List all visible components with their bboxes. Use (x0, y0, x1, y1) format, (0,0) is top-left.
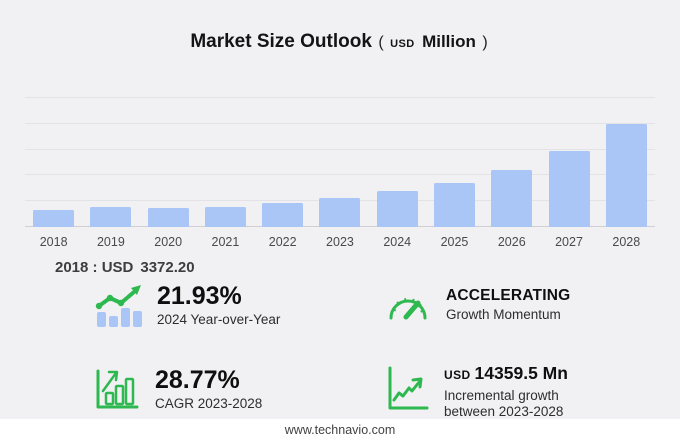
bar-slot (25, 98, 82, 227)
stat-value: 21.93% (157, 282, 242, 310)
stat-number: 14359.5 Mn (474, 363, 568, 384)
x-tick-label-2028: 2028 (612, 235, 641, 249)
bar-2024 (376, 191, 418, 227)
bars (25, 98, 655, 227)
x-tick-label-2021: 2021 (211, 235, 240, 249)
stat-currency: USD (444, 368, 471, 383)
bar-slot (483, 98, 540, 227)
bar-slot (369, 98, 426, 227)
gridline (25, 174, 655, 176)
x-tick-label-2018: 2018 (39, 235, 68, 249)
stat-value: USD 14359.5 Mn (444, 358, 568, 384)
stat-text: ACCELERATING Growth Momentum (446, 286, 571, 323)
bar-2026 (491, 169, 533, 227)
gridline (25, 97, 655, 98)
base-year-annotation: 2018 : USD 3372.20 (55, 259, 195, 276)
stat-label-line1: Incremental growth (444, 387, 559, 403)
x-tick-label-2026: 2026 (497, 235, 526, 249)
stats-grid: 21.93% 2024 Year-over-Year ACCELER (60, 283, 642, 420)
bar-slot (540, 98, 597, 227)
stat-value: 28.77% (155, 365, 240, 394)
bar-2027 (548, 151, 590, 227)
title-open-paren: ( (378, 34, 384, 51)
stat-text: USD 14359.5 Mn Incremental growth between… (444, 358, 568, 420)
x-axis-labels: 2018 2019 2020 2021 2022 2023 2024 2025 2026 2027… (25, 235, 655, 249)
x-tick-label-2025: 2025 (440, 235, 469, 249)
bar-2028 (605, 123, 647, 227)
bar-slot (140, 98, 197, 227)
stat-year-over-year: 21.93% 2024 Year-over-Year (60, 283, 351, 328)
base-year-value: 3372.20 (140, 259, 195, 276)
line-growth-axes-icon (385, 365, 429, 413)
bar-slot (197, 98, 254, 227)
stat-label-line2: between 2023-2028 (444, 403, 564, 419)
footer-url: www.technavio.com (284, 422, 396, 437)
stat-label: 2024 Year-over-Year (157, 312, 281, 328)
stat-incremental-growth: USD 14359.5 Mn Incremental growth between… (351, 358, 642, 420)
speedometer-icon (385, 286, 431, 326)
bar-2019 (90, 206, 132, 227)
gridline (25, 148, 655, 150)
title-main: Market Size Outlook (190, 31, 372, 52)
bar-slot (598, 98, 655, 227)
bar-2018 (33, 209, 75, 227)
stat-cagr: 28.77% CAGR 2023-2028 (60, 358, 351, 420)
gridline (25, 122, 655, 124)
x-tick-label-2019: 2019 (96, 235, 125, 249)
bar-2020 (147, 208, 189, 227)
plot-area (25, 97, 655, 227)
bar-slot (82, 98, 139, 227)
x-tick-label-2024: 2024 (383, 235, 412, 249)
page-title: Market Size Outlook ( USD Million ) (0, 31, 680, 53)
bar-2025 (433, 183, 475, 227)
stat-label: Growth Momentum (446, 307, 561, 323)
stat-label: CAGR 2023-2028 (155, 395, 263, 411)
bar-slot (311, 98, 368, 227)
bar-2022 (262, 202, 304, 227)
bar-slot (254, 98, 311, 227)
bar-2023 (319, 197, 361, 227)
bar-line-growth-icon (94, 284, 142, 328)
stat-text: 28.77% CAGR 2023-2028 (155, 365, 263, 412)
stat-value: ACCELERATING (446, 286, 571, 304)
title-unit: Million (422, 32, 476, 51)
base-year-label: 2018 : USD (55, 259, 134, 276)
x-tick-label-2020: 2020 (154, 235, 183, 249)
x-tick-label-2027: 2027 (555, 235, 583, 249)
footer: www.technavio.com (0, 419, 680, 440)
stat-growth-momentum: ACCELERATING Growth Momentum (351, 283, 642, 328)
bar-slot (426, 98, 483, 227)
stat-text: 21.93% 2024 Year-over-Year (157, 283, 280, 328)
x-tick-label-2023: 2023 (326, 235, 354, 249)
title-close-paren: ) (482, 34, 488, 51)
bar-growth-icon (94, 367, 140, 411)
title-currency: USD (390, 38, 415, 50)
bar-chart: 2018 2019 2020 2021 2022 2023 2024 2025 2026 2027… (25, 97, 655, 249)
x-tick-label-2022: 2022 (268, 235, 297, 249)
bar-2021 (204, 206, 246, 227)
